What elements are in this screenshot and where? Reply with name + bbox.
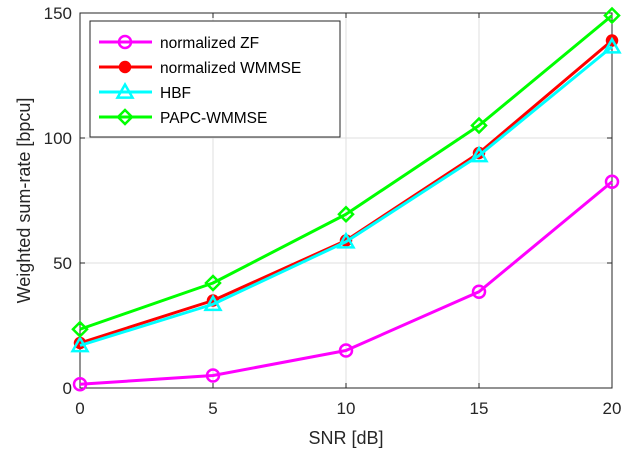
y-axis-title: Weighted sum-rate [bpcu] (14, 98, 34, 304)
legend-label: normalized ZF (160, 35, 259, 52)
data-point (602, 36, 622, 54)
series-line (79, 14, 613, 331)
data-point (337, 205, 355, 224)
x-tick-label: 5 (208, 399, 217, 418)
data-point (604, 174, 620, 189)
legend-label: HBF (160, 85, 191, 102)
data-point (603, 6, 621, 25)
y-tick-label: 150 (44, 4, 72, 23)
x-tick-label: 0 (75, 399, 84, 418)
data-point (205, 368, 221, 383)
series-1 (72, 174, 620, 392)
series-line (79, 45, 613, 347)
legend-label: normalized WMMSE (160, 60, 301, 77)
x-tick-label: 15 (470, 399, 489, 418)
data-point (72, 377, 88, 392)
data-point (469, 145, 489, 163)
legend-item: HBF (99, 81, 191, 102)
data-point (70, 335, 90, 353)
data-point (203, 294, 223, 312)
data-point (204, 274, 222, 292)
y-tick-label: 100 (44, 129, 72, 148)
series-layer (70, 6, 622, 392)
data-point (71, 320, 89, 339)
x-tick-label: 10 (337, 399, 356, 418)
series-line (79, 180, 613, 386)
legend: normalized ZF normalized WMMSE HBF PAPC-WMM… (89, 20, 341, 138)
axis-ticks: 0 5 10 15 20 0 50 100 150 (44, 4, 622, 418)
series-4 (71, 6, 621, 339)
legend-marker (115, 81, 135, 99)
x-axis-title: SNR [dB] (308, 428, 383, 448)
legend-marker (118, 60, 132, 74)
x-tick-label: 20 (603, 399, 622, 418)
legend-label: PAPC-WMMSE (160, 110, 267, 127)
data-point (470, 116, 488, 135)
data-point (471, 284, 487, 299)
y-tick-label: 0 (63, 379, 72, 398)
legend-item: normalized ZF (99, 34, 259, 52)
legend-item: PAPC-WMMSE (99, 108, 267, 127)
legend-marker (117, 34, 133, 50)
legend-marker (116, 108, 134, 126)
series-3 (70, 36, 622, 353)
data-point (336, 231, 356, 249)
data-point (338, 343, 354, 358)
legend-item: normalized WMMSE (99, 60, 301, 77)
y-tick-label: 50 (53, 254, 72, 273)
